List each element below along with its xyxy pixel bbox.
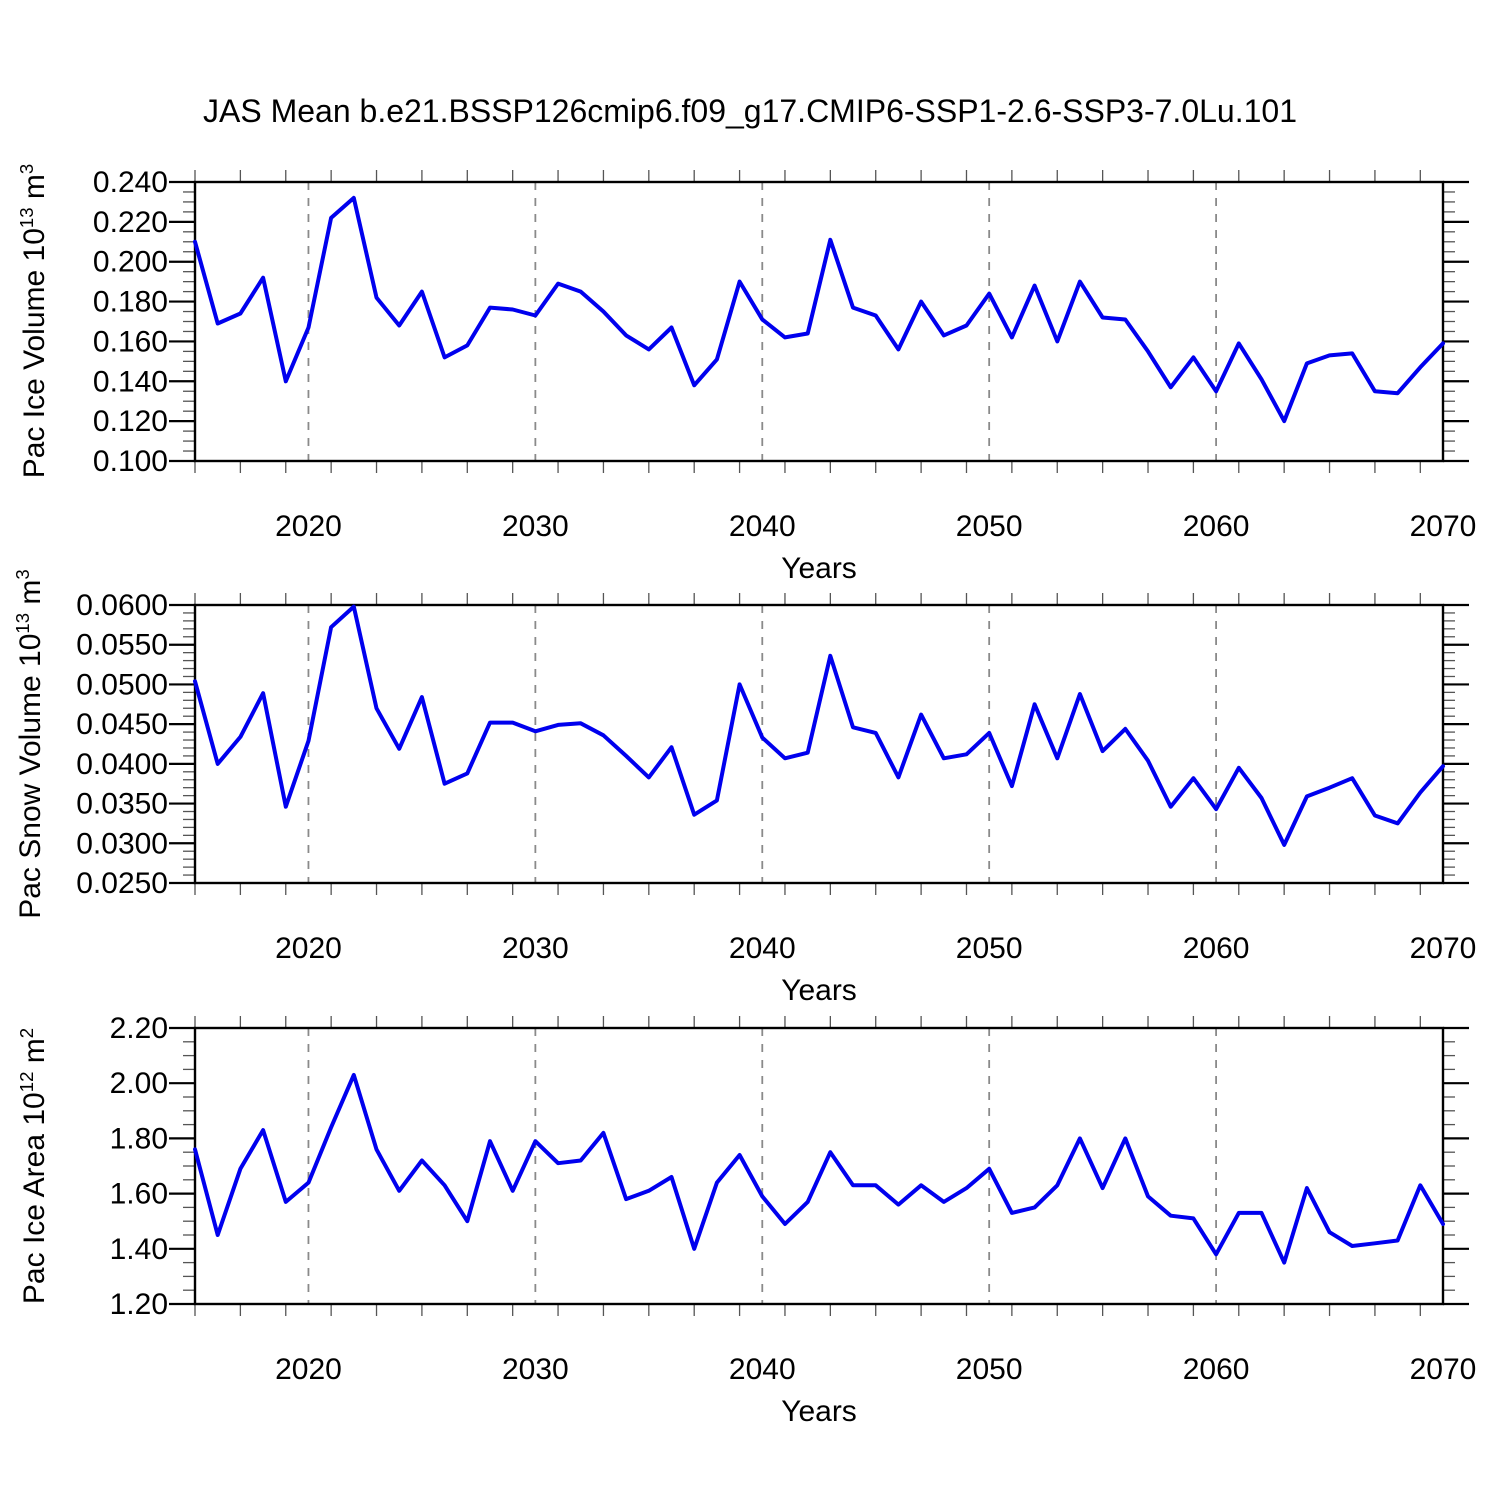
x-tick-label: 2040: [729, 932, 796, 965]
x-tick-label: 2020: [275, 932, 342, 965]
x-tick-label: 2020: [275, 510, 342, 543]
data-series-line: [193, 1072, 1445, 1265]
x-tick-label: 2030: [502, 510, 569, 543]
y-tick-label: 1.60: [110, 1178, 168, 1211]
y-tick-label: 0.200: [93, 246, 168, 279]
x-axis-label: Years: [781, 1395, 857, 1428]
y-tick-label: 0.240: [93, 166, 168, 199]
y-tick-label: 0.220: [93, 206, 168, 239]
y-tick-label: 0.0300: [76, 827, 168, 860]
y-tick-label: 1.40: [110, 1233, 168, 1266]
y-tick-label: 0.0450: [76, 708, 168, 741]
x-tick-label: 2070: [1410, 510, 1477, 543]
y-tick-label: 0.0350: [76, 788, 168, 821]
y-tick-label: 0.100: [93, 445, 168, 478]
x-tick-label: 2050: [956, 1353, 1023, 1386]
x-tick-label: 2030: [502, 1353, 569, 1386]
y-tick-label: 0.180: [93, 286, 168, 319]
y-tick-label: 1.80: [110, 1122, 168, 1155]
y-tick-label: 0.140: [93, 365, 168, 398]
chart-title: JAS Mean b.e21.BSSP126cmip6.f09_g17.CMIP…: [203, 93, 1297, 129]
x-tick-label: 2060: [1183, 932, 1250, 965]
x-axis-label: Years: [781, 552, 857, 585]
x-tick-label: 2040: [729, 510, 796, 543]
y-tick-label: 2.20: [110, 1012, 168, 1045]
x-tick-label: 2050: [956, 932, 1023, 965]
plot-box: [193, 603, 1445, 885]
x-tick-label: 2060: [1183, 1353, 1250, 1386]
y-tick-label: 2.00: [110, 1067, 168, 1100]
x-tick-label: 2050: [956, 510, 1023, 543]
y-tick-label: 1.20: [110, 1288, 168, 1321]
plot-box: [193, 1026, 1445, 1306]
x-tick-label: 2060: [1183, 510, 1250, 543]
x-axis-label: Years: [781, 974, 857, 1007]
x-tick-label: 2040: [729, 1353, 796, 1386]
data-series-line: [193, 604, 1445, 847]
y-tick-label: 0.0550: [76, 629, 168, 662]
y-tick-label: 0.0600: [76, 589, 168, 622]
y-tick-label: 0.0400: [76, 748, 168, 781]
x-tick-label: 2070: [1410, 932, 1477, 965]
plot-box: [193, 180, 1445, 463]
x-tick-label: 2030: [502, 932, 569, 965]
y-tick-label: 0.0500: [76, 668, 168, 701]
x-tick-label: 2070: [1410, 1353, 1477, 1386]
y-tick-label: 0.0250: [76, 867, 168, 900]
y-tick-label: 0.120: [93, 405, 168, 438]
x-tick-label: 2020: [275, 1353, 342, 1386]
y-tick-label: 0.160: [93, 325, 168, 358]
data-series-line: [193, 195, 1445, 424]
